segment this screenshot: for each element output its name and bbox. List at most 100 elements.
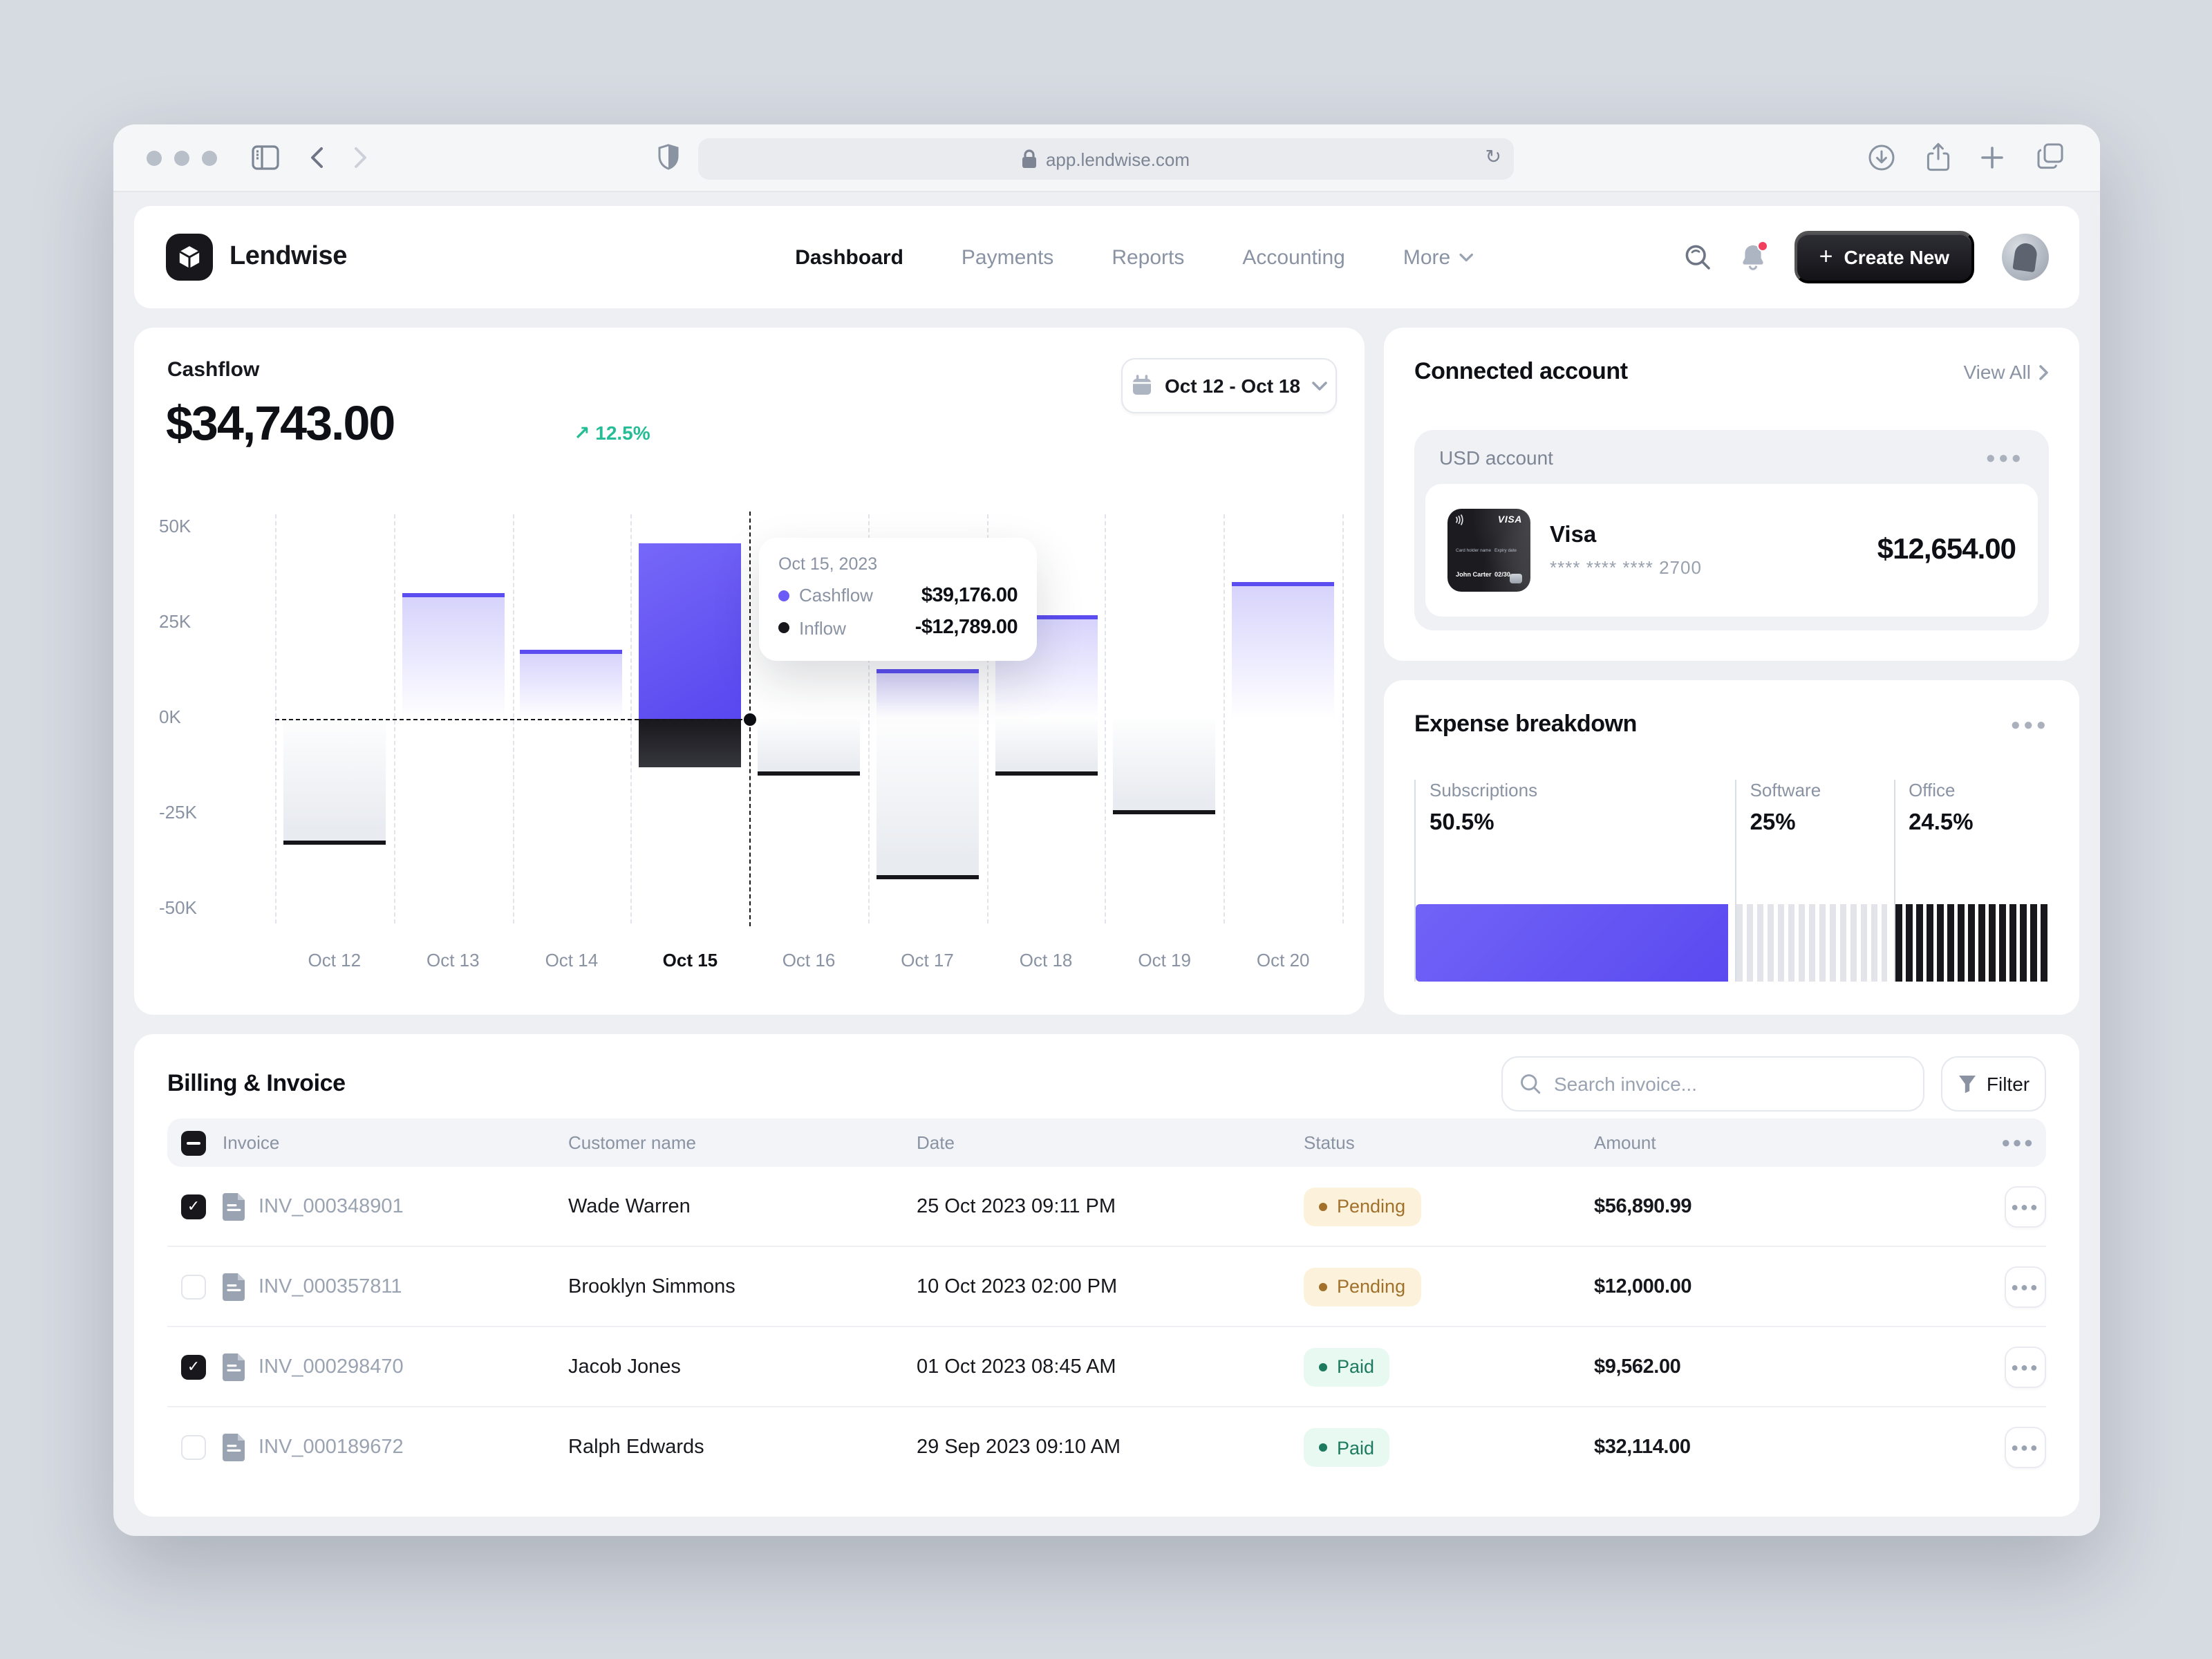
cashflow-title: Cashflow [167, 358, 260, 382]
nav-item-more[interactable]: More [1403, 245, 1473, 269]
y-tick: 25K [159, 611, 191, 632]
customer-name: Wade Warren [568, 1195, 691, 1217]
x-tick-oct-18: Oct 18 [1019, 950, 1073, 971]
create-new-button[interactable]: + Create New [1794, 231, 1974, 283]
notifications-bell-icon[interactable] [1739, 240, 1768, 272]
x-tick-oct-17: Oct 17 [901, 950, 954, 971]
card-holder: John Carter [1456, 571, 1492, 578]
billing-title: Billing & Invoice [167, 1070, 346, 1096]
customer-name: Brooklyn Simmons [568, 1275, 735, 1297]
back-button[interactable] [310, 147, 324, 169]
tab-overview-icon[interactable] [2036, 142, 2064, 170]
browser-toolbar: app.lendwise.com ↻ [113, 124, 2100, 192]
invoice-id[interactable]: INV_000357811 [259, 1275, 402, 1297]
brand[interactable]: Lendwise [166, 234, 347, 281]
bar-negative-oct-19[interactable] [1113, 719, 1216, 814]
row-actions-button[interactable]: ●●● [2005, 1185, 2046, 1227]
chevron-down-icon [1311, 381, 1327, 391]
share-icon[interactable] [1926, 142, 1951, 173]
document-icon [223, 1353, 245, 1380]
x-tick-oct-20: Oct 20 [1256, 950, 1310, 971]
invoice-id[interactable]: INV_000348901 [259, 1195, 404, 1217]
window-close-button[interactable] [147, 151, 162, 166]
cashflow-chart[interactable] [275, 512, 1344, 926]
bar-positive-oct-17[interactable] [876, 669, 979, 719]
table-row[interactable]: INV_000189672 Ralph Edwards 29 Sep 2023 09… [167, 1407, 2046, 1488]
bar-negative-oct-15[interactable] [639, 719, 742, 768]
row-actions-button[interactable]: ●●● [2005, 1346, 2046, 1387]
account-label: USD account [1439, 446, 1553, 468]
status-badge: Paid [1304, 1428, 1390, 1467]
visa-card-row[interactable]: VISA Card holder name John Carter Expiry… [1425, 484, 2038, 617]
account-more-icon[interactable]: ●●● [1985, 447, 2024, 467]
refresh-icon[interactable]: ↻ [1485, 145, 1501, 167]
window-minimize-button[interactable] [174, 151, 189, 166]
row-checkbox[interactable]: ✓ [181, 1354, 206, 1379]
bar-positive-oct-13[interactable] [402, 592, 505, 719]
bar-negative-oct-17[interactable] [876, 719, 979, 879]
nav-item-reports[interactable]: Reports [1112, 245, 1185, 269]
expense-bar-software [1736, 904, 1887, 982]
bar-negative-oct-16[interactable] [758, 719, 860, 776]
nav-item-accounting[interactable]: Accounting [1242, 245, 1345, 269]
table-row[interactable]: ✓ INV_000298470 Jacob Jones 01 Oct 2023 08:… [167, 1327, 2046, 1407]
card-thumbnail: VISA Card holder name John Carter Expiry… [1447, 509, 1530, 592]
expense-breakdown-card: Expense breakdown ●●● Subscriptions 50.5%… [1384, 680, 2079, 1015]
app-navbar: Lendwise Dashboard Payments Reports Account… [134, 206, 2079, 308]
downloads-icon[interactable] [1868, 144, 1895, 171]
table-row[interactable]: INV_000357811 Brooklyn Simmons 10 Oct 2023… [167, 1247, 2046, 1327]
invoice-id[interactable]: INV_000189672 [259, 1436, 404, 1459]
table-more-icon[interactable]: ●●● [2001, 1134, 2035, 1151]
invoice-id[interactable]: INV_000298470 [259, 1356, 404, 1378]
row-checkbox[interactable] [181, 1274, 206, 1299]
col-amount: Amount [1594, 1132, 1656, 1153]
nav-item-payments[interactable]: Payments [961, 245, 1054, 269]
brand-name: Lendwise [229, 242, 347, 271]
bar-positive-oct-20[interactable] [1232, 581, 1335, 719]
address-bar[interactable]: app.lendwise.com ↻ [698, 138, 1514, 180]
gridline [868, 514, 870, 924]
forward-button[interactable] [354, 147, 368, 169]
y-tick: -25K [159, 802, 197, 823]
document-icon [223, 1273, 245, 1300]
search-icon[interactable] [1684, 243, 1712, 271]
new-tab-icon[interactable] [1981, 147, 2003, 169]
invoice-date: 29 Sep 2023 09:10 AM [917, 1436, 1121, 1459]
crosshair-horizontal [275, 719, 750, 720]
row-actions-button[interactable]: ●●● [2005, 1427, 2046, 1468]
row-checkbox[interactable]: ✓ [181, 1194, 206, 1219]
window-zoom-button[interactable] [202, 151, 217, 166]
status-dot-icon [1319, 1362, 1327, 1371]
user-avatar[interactable] [2002, 234, 2049, 281]
expense-segment-office[interactable]: Office 24.5% [1893, 780, 2049, 982]
card-expiry: 02/30 [1494, 571, 1510, 578]
expense-more-icon[interactable]: ●●● [2010, 715, 2049, 734]
expense-segment-software[interactable]: Software 25% [1734, 780, 1894, 982]
table-row[interactable]: ✓ INV_000348901 Wade Warren 25 Oct 2023 09:… [167, 1167, 2046, 1247]
connected-account-title: Connected account [1414, 358, 1628, 384]
bar-positive-oct-14[interactable] [520, 650, 623, 719]
filter-button[interactable]: Filter [1941, 1056, 2046, 1112]
date-range-select[interactable]: Oct 12 - Oct 18 [1121, 358, 1337, 413]
cashflow-amount: $34,743.00 [166, 397, 395, 451]
x-tick-oct-14: Oct 14 [545, 950, 599, 971]
row-checkbox[interactable] [181, 1435, 206, 1460]
gridline [1342, 514, 1344, 924]
expense-segment-subscriptions[interactable]: Subscriptions 50.5% [1414, 780, 1735, 982]
sidebar-toggle-icon[interactable] [252, 145, 279, 170]
tooltip-row: Cashflow $39,176.00 [778, 584, 1018, 606]
nav-item-dashboard[interactable]: Dashboard [795, 245, 903, 269]
col-customer: Customer name [568, 1132, 696, 1153]
row-actions-button[interactable]: ●●● [2005, 1266, 2046, 1307]
invoice-search-input[interactable] [1501, 1056, 1924, 1112]
customer-name: Ralph Edwards [568, 1436, 704, 1459]
bar-negative-oct-12[interactable] [283, 719, 386, 845]
select-all-checkbox[interactable] [181, 1130, 206, 1155]
invoice-amount: $12,000.00 [1594, 1275, 1692, 1297]
view-all-link[interactable]: View All [1963, 361, 2049, 383]
x-tick-oct-12: Oct 12 [308, 950, 362, 971]
shield-icon[interactable] [658, 144, 679, 170]
bar-negative-oct-18[interactable] [995, 719, 1098, 776]
card-balance: $12,654.00 [1877, 534, 2016, 565]
bar-positive-oct-15[interactable] [639, 543, 742, 719]
